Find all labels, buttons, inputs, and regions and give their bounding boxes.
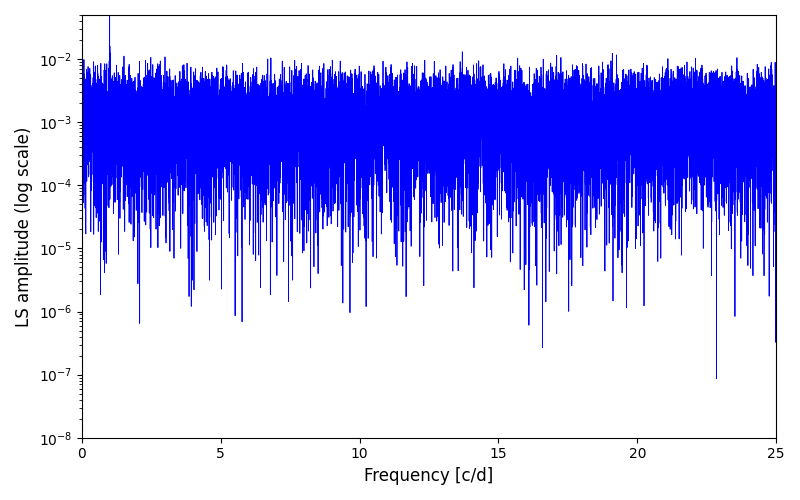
X-axis label: Frequency [c/d]: Frequency [c/d] — [364, 467, 494, 485]
Y-axis label: LS amplitude (log scale): LS amplitude (log scale) — [15, 126, 33, 326]
